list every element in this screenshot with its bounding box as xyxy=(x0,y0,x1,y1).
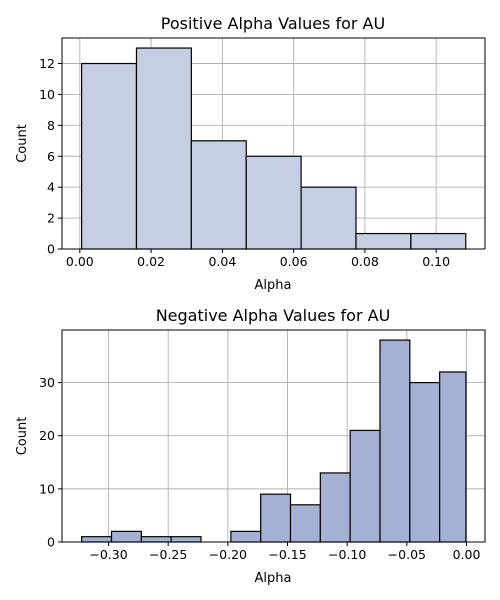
y-tick-label: 6 xyxy=(47,149,55,164)
positive-alpha-histogram: Positive Alpha Values for AU 0.00 0.02 0.0… xyxy=(15,14,486,293)
x-tick-label: 0.00 xyxy=(66,254,94,269)
histogram-bar xyxy=(190,140,247,250)
histogram-bar xyxy=(81,536,113,543)
histogram-bar xyxy=(355,232,412,250)
y-tick-label: 4 xyxy=(47,180,55,195)
y-tick-label: 12 xyxy=(39,56,55,71)
y-tick-label: 10 xyxy=(39,87,55,102)
x-axis-label: Alpha xyxy=(255,278,292,293)
x-tick-label: 0.06 xyxy=(280,254,308,269)
histogram-bar xyxy=(319,472,351,543)
histogram-bar xyxy=(409,382,441,543)
x-tick-label: −0.05 xyxy=(388,547,426,562)
histogram-bar xyxy=(110,530,142,543)
plot-frame xyxy=(61,37,486,250)
histogram-bar xyxy=(289,504,321,543)
histogram-bar xyxy=(80,62,138,250)
histogram-bar xyxy=(230,530,262,543)
histogram-bar xyxy=(140,536,172,543)
x-tick-label: 0.04 xyxy=(208,254,236,269)
histogram-bar xyxy=(439,371,467,543)
negative-alpha-histogram: Negative Alpha Values for AU −0.30 −0.25 −… xyxy=(15,306,486,586)
y-tick-label: 0 xyxy=(47,535,55,550)
x-axis-label: Alpha xyxy=(255,571,292,586)
histogram-bar xyxy=(245,155,302,250)
histogram-bar xyxy=(135,47,192,250)
x-tick-label: −0.10 xyxy=(328,547,366,562)
x-tick-label: −0.25 xyxy=(149,547,187,562)
y-tick-label: 0 xyxy=(47,242,55,257)
histogram-bar xyxy=(349,429,381,543)
y-tick-label: 10 xyxy=(39,481,55,496)
x-tick-label: 0.02 xyxy=(137,254,165,269)
x-tick-label: −0.30 xyxy=(89,547,127,562)
x-tick-label: 0.00 xyxy=(453,547,481,562)
histogram-bar xyxy=(300,186,357,250)
chart-title: Negative Alpha Values for AU xyxy=(156,306,391,325)
y-tick-label: 30 xyxy=(39,375,55,390)
chart-title: Positive Alpha Values for AU xyxy=(161,14,385,33)
y-tick-label: 8 xyxy=(47,118,55,133)
x-tick-label: 0.10 xyxy=(422,254,450,269)
y-tick-label: 20 xyxy=(39,428,55,443)
histogram-bar xyxy=(379,339,411,543)
x-tick-label: −0.15 xyxy=(268,547,306,562)
y-axis-label: Count xyxy=(15,124,30,163)
y-tick-label: 2 xyxy=(47,211,55,226)
histogram-bar xyxy=(410,232,467,250)
histogram-bar xyxy=(170,536,202,543)
x-tick-label: −0.20 xyxy=(209,547,247,562)
histogram-bar xyxy=(260,493,292,543)
y-axis-label: Count xyxy=(15,417,30,456)
x-tick-label: 0.08 xyxy=(351,254,379,269)
